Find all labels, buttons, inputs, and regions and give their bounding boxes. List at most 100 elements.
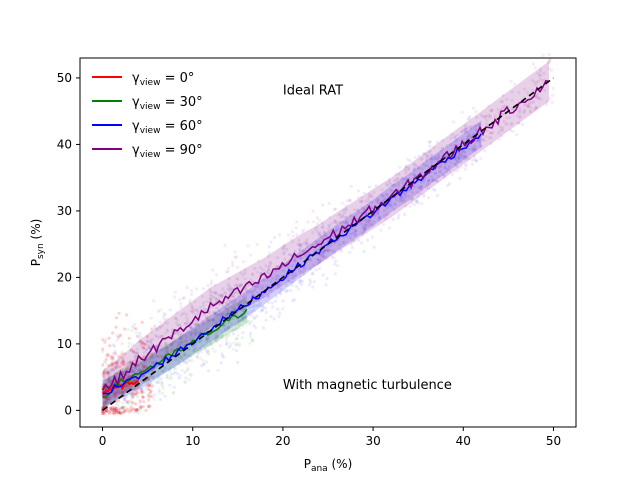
scatter-point <box>186 318 190 322</box>
scatter-point <box>189 325 194 329</box>
scatter-point <box>221 355 225 359</box>
legend-label: γview = 90° <box>132 143 203 160</box>
scatter-point <box>102 372 106 376</box>
scatter-point <box>253 316 257 320</box>
scatter-point <box>412 162 416 166</box>
scatter-point <box>467 156 471 161</box>
scatter-point <box>266 295 270 299</box>
annotation-ideal-rat: Ideal RAT <box>283 84 343 99</box>
scatter-point <box>204 315 208 320</box>
scatter-point <box>103 367 108 371</box>
scatter-point <box>368 218 372 222</box>
scatter-point <box>297 244 301 248</box>
scatter-point <box>183 380 187 384</box>
scatter-point <box>106 398 110 402</box>
scatter-point <box>120 342 124 346</box>
scatter-point <box>315 248 319 253</box>
scatter-point <box>225 302 229 306</box>
scatter-point <box>106 371 110 375</box>
scatter-point <box>104 357 108 361</box>
scatter-point <box>118 410 122 415</box>
scatter-point <box>285 288 289 292</box>
scatter-point <box>224 292 228 296</box>
scatter-point <box>133 378 137 382</box>
scatter-point <box>220 336 224 340</box>
scatter-point <box>505 116 509 120</box>
scatter-point <box>484 122 488 126</box>
scatter-point <box>111 362 115 367</box>
scatter-point <box>297 281 301 285</box>
scatter-point <box>152 361 156 365</box>
scatter-point <box>350 231 354 235</box>
scatter-point <box>338 212 342 216</box>
scatter-point <box>369 194 373 198</box>
scatter-point <box>283 257 287 261</box>
scatter-point <box>145 339 149 343</box>
scatter-point <box>151 355 155 360</box>
scatter-point <box>348 232 352 236</box>
scatter-point <box>326 248 330 252</box>
scatter-point <box>169 343 173 347</box>
scatter-point <box>129 394 133 398</box>
scatter-point <box>140 388 144 392</box>
scatter-point <box>501 128 505 132</box>
scatter-point <box>111 331 115 335</box>
scatter-point <box>142 390 146 394</box>
scatter-point <box>225 334 229 338</box>
scatter-point <box>186 353 190 358</box>
scatter-point <box>141 354 146 358</box>
scatter-point <box>475 139 479 143</box>
scatter-point <box>169 375 173 379</box>
scatter-point <box>240 336 244 340</box>
scatter-point <box>118 406 122 410</box>
scatter-point <box>208 293 213 297</box>
scatter-point <box>447 167 451 171</box>
scatter-point <box>104 360 108 365</box>
scatter-point <box>279 287 283 292</box>
scatter-point <box>123 327 127 331</box>
scatter-point <box>104 370 108 374</box>
scatter-point <box>114 410 118 414</box>
y-axis-label-main: P <box>29 259 43 266</box>
scatter-point <box>425 154 430 159</box>
scatter-point <box>357 238 361 242</box>
scatter-point <box>104 353 108 358</box>
scatter-point <box>428 149 433 153</box>
scatter-point <box>226 270 230 274</box>
scatter-point <box>101 363 105 367</box>
scatter-point <box>129 399 133 403</box>
scatter-point <box>184 316 189 320</box>
scatter-point <box>332 207 337 212</box>
scatter-point <box>434 157 438 161</box>
scatter-point <box>136 363 140 368</box>
scatter-point <box>366 197 370 201</box>
scatter-point <box>311 263 315 267</box>
scatter-point <box>135 351 140 355</box>
scatter-point <box>122 406 127 410</box>
scatter-point <box>547 60 551 64</box>
scatter-point <box>156 380 160 384</box>
scatter-point <box>157 381 161 385</box>
scatter-point <box>119 355 123 359</box>
scatter-point <box>370 195 374 199</box>
scatter-point <box>176 341 181 346</box>
scatter-point <box>454 139 458 143</box>
scatter-point <box>101 410 105 414</box>
scatter-point <box>132 351 136 355</box>
scatter-point <box>201 322 205 326</box>
scatter-point <box>188 300 192 305</box>
scatter-point <box>328 224 332 228</box>
scatter-point <box>231 294 235 298</box>
scatter-point <box>209 282 213 286</box>
scatter-point <box>223 290 227 294</box>
scatter-point <box>379 193 383 197</box>
scatter-point <box>233 250 237 254</box>
scatter-point <box>392 184 396 188</box>
scatter-point <box>111 355 115 359</box>
scatter-point <box>176 344 181 348</box>
scatter-point <box>538 77 543 81</box>
scatter-point <box>333 218 337 222</box>
scatter-point <box>499 99 503 103</box>
scatter-point <box>539 97 543 101</box>
scatter-point <box>528 109 532 113</box>
